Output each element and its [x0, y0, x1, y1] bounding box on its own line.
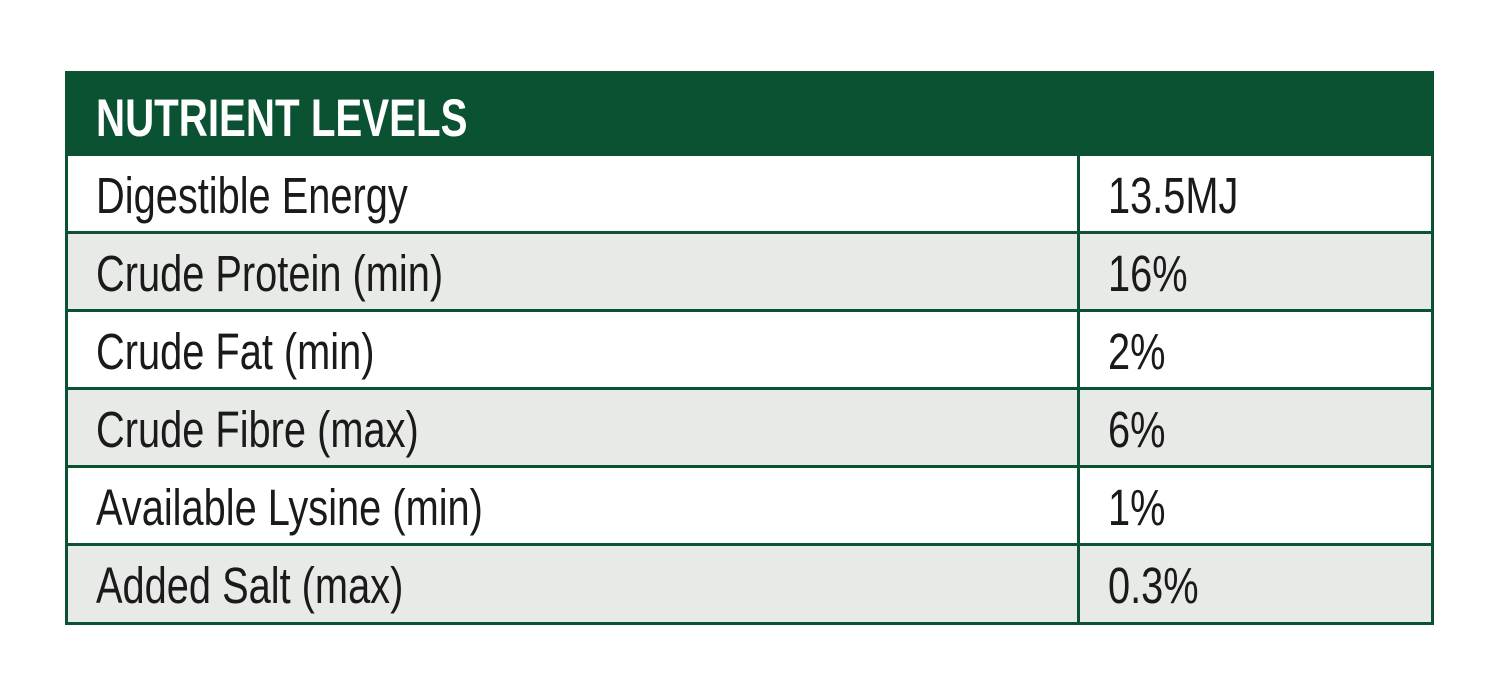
nutrient-cell: Crude Protein (min) — [68, 234, 1080, 309]
table-row: Added Salt (max) 0.3% — [68, 543, 1431, 622]
table-row: Crude Fibre (max) 6% — [68, 387, 1431, 465]
table-row: Crude Fat (min) 2% — [68, 309, 1431, 387]
nutrient-label: Crude Protein (min) — [96, 245, 444, 302]
value-cell: 2% — [1080, 312, 1431, 387]
nutrient-table: NUTRIENT LEVELS Digestible Energy 13.5MJ… — [65, 71, 1434, 625]
nutrient-value: 1% — [1108, 479, 1166, 536]
table-row: Crude Protein (min) 16% — [68, 231, 1431, 309]
nutrient-cell: Added Salt (max) — [68, 546, 1080, 622]
value-cell: 13.5MJ — [1080, 156, 1431, 231]
nutrient-value: 2% — [1108, 323, 1166, 380]
nutrient-cell: Crude Fibre (max) — [68, 390, 1080, 465]
nutrient-value: 13.5MJ — [1108, 167, 1239, 224]
nutrient-value: 0.3% — [1108, 557, 1199, 614]
nutrient-label: Crude Fat (min) — [96, 323, 375, 380]
table-row: Digestible Energy 13.5MJ — [68, 153, 1431, 231]
nutrient-value: 16% — [1108, 245, 1188, 302]
table-title: NUTRIENT LEVELS — [96, 89, 468, 148]
value-cell: 1% — [1080, 468, 1431, 543]
nutrient-cell: Digestible Energy — [68, 156, 1080, 231]
value-cell: 0.3% — [1080, 546, 1431, 622]
value-cell: 6% — [1080, 390, 1431, 465]
value-cell: 16% — [1080, 234, 1431, 309]
nutrient-label: Crude Fibre (max) — [96, 401, 419, 458]
nutrient-value: 6% — [1108, 401, 1166, 458]
nutrient-cell: Available Lysine (min) — [68, 468, 1080, 543]
table-row: Available Lysine (min) 1% — [68, 465, 1431, 543]
table-header: NUTRIENT LEVELS — [68, 74, 1431, 153]
nutrient-label: Available Lysine (min) — [96, 479, 483, 536]
nutrient-cell: Crude Fat (min) — [68, 312, 1080, 387]
nutrient-label: Digestible Energy — [96, 167, 408, 224]
nutrient-label: Added Salt (max) — [96, 557, 404, 614]
